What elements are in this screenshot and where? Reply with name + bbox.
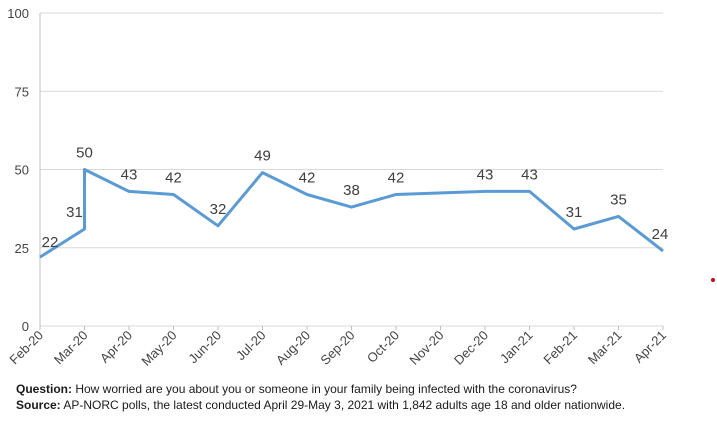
x-tick-label: Jul-20 [233, 328, 269, 364]
x-tick-label: Apr-20 [97, 328, 135, 366]
x-tick-label: Oct-20 [364, 328, 402, 366]
x-tick-label: Sep-20 [317, 328, 357, 368]
series-line [39, 168, 664, 259]
red-dot-marker [711, 278, 715, 282]
x-tick-label: Mar-21 [585, 328, 625, 368]
x-tick-label: Aug-20 [273, 328, 313, 368]
source-text: AP-NORC polls, the latest conducted Apri… [60, 398, 626, 412]
data-label: 43 [477, 166, 494, 183]
gridlines [39, 12, 663, 327]
question-note: Question: How worried are you about you … [16, 382, 577, 396]
data-label: 42 [388, 170, 405, 187]
data-label: 32 [210, 201, 227, 218]
x-tick-label: Dec-20 [451, 328, 491, 368]
y-tick-label: 25 [15, 241, 29, 256]
source-label: Source: [16, 398, 61, 412]
x-tick-label: Nov-20 [406, 328, 446, 368]
x-tick-label: Mar-20 [51, 328, 91, 368]
x-tick-label: May-20 [138, 328, 179, 369]
data-label: 38 [343, 182, 360, 199]
y-axis-tick-labels: 0 25 50 75 100 [7, 6, 29, 334]
x-axis-tick-labels: Feb-20 Mar-20 Apr-20 May-20 Jun-20 Jul-20 Aug-… [6, 326, 669, 369]
data-label: 43 [121, 166, 138, 183]
data-label: 43 [521, 166, 538, 183]
y-tick-label: 50 [15, 163, 29, 178]
question-text: How worried are you about you or someone… [72, 382, 577, 396]
source-note: Source: AP-NORC polls, the latest conduc… [16, 398, 625, 412]
data-label: 31 [66, 204, 83, 221]
y-tick-label: 100 [7, 6, 29, 21]
question-label: Question: [16, 382, 72, 396]
x-tick-label: Feb-21 [540, 328, 580, 368]
data-label: 50 [76, 145, 93, 162]
data-label: 22 [42, 234, 59, 251]
line-chart: 0 25 50 75 100 Feb-20 Mar-20 Apr-20 May-20 Jun-2… [6, 6, 669, 369]
data-label: 24 [652, 226, 669, 243]
x-tick-label: Jun-20 [185, 328, 224, 367]
data-label: 35 [610, 191, 627, 208]
data-label: 42 [299, 170, 316, 187]
data-label: 31 [566, 204, 583, 221]
y-tick-label: 0 [22, 319, 29, 334]
x-tick-label: Apr-21 [631, 328, 669, 366]
data-label: 49 [254, 148, 271, 165]
data-labels: 22 31 50 43 42 32 49 42 38 42 43 43 31 35 24 [42, 145, 669, 252]
y-tick-label: 75 [15, 84, 29, 99]
x-tick-label: Jan-21 [497, 328, 536, 367]
data-label: 42 [165, 170, 182, 187]
